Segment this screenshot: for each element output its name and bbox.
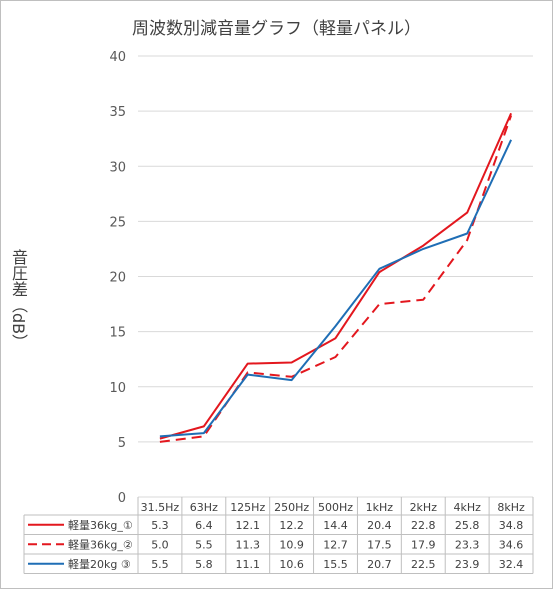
series-line [159, 112, 513, 440]
y-tick-label: 0 [118, 491, 126, 506]
y-tick-label: 20 [109, 271, 126, 286]
legend-label: 軽量20kg ③ [68, 558, 131, 571]
legend-label: 軽量36kg_① [68, 519, 133, 532]
data-table-cell: 34.6 [499, 538, 524, 551]
data-table-cell: 17.5 [367, 538, 392, 551]
data-table-cell: 14.4 [323, 519, 348, 532]
data-table-cell: 25.8 [455, 519, 480, 532]
y-tick-label: 10 [109, 381, 126, 396]
x-tick-label: 1kHz [366, 501, 394, 514]
series-line [159, 139, 513, 438]
data-table-cell: 5.0 [151, 538, 169, 551]
data-table-cell: 12.2 [279, 519, 304, 532]
series-line [159, 115, 513, 443]
x-tick-label: 250Hz [274, 501, 309, 514]
x-tick-label: 2kHz [410, 501, 438, 514]
y-tick-labels: 0 5 10 15 20 25 30 35 40 [109, 50, 126, 506]
data-table: 31.5Hz 63Hz 125Hz 250Hz 500Hz 1kHz 2kHz 4kHz 8kH… [23, 497, 534, 574]
x-tick-label: 4kHz [453, 501, 481, 514]
data-table-cell: 15.5 [323, 558, 348, 571]
x-tick-label: 8kHz [497, 501, 525, 514]
y-tick-label: 5 [118, 436, 126, 451]
gridlines [138, 55, 533, 498]
y-axis-label: 音圧差（dB） [9, 249, 28, 351]
data-table-cell: 34.8 [499, 519, 524, 532]
data-table-cell: 11.3 [235, 538, 260, 551]
data-table-cell: 23.3 [455, 538, 480, 551]
chart-title: 周波数別減音量グラフ（軽量パネル） [132, 19, 421, 39]
data-table-cell: 22.8 [411, 519, 436, 532]
data-table-cell: 5.3 [151, 519, 169, 532]
data-table-cell: 20.7 [367, 558, 392, 571]
data-table-cell: 5.8 [195, 558, 213, 571]
x-tick-label: 500Hz [318, 501, 353, 514]
data-table-cell: 11.1 [235, 558, 260, 571]
data-table-cell: 32.4 [499, 558, 524, 571]
y-tick-label: 35 [109, 105, 126, 120]
y-tick-label: 15 [109, 326, 126, 341]
data-table-cell: 5.5 [151, 558, 169, 571]
data-table-cell: 23.9 [455, 558, 480, 571]
data-table-cell: 10.6 [279, 558, 304, 571]
data-table-cell: 10.9 [279, 538, 304, 551]
data-table-cell: 22.5 [411, 558, 436, 571]
data-table-cell: 5.5 [195, 538, 213, 551]
y-tick-label: 30 [109, 160, 126, 175]
data-table-cell: 12.7 [323, 538, 348, 551]
data-table-cell: 6.4 [195, 519, 213, 532]
series-lines [159, 112, 513, 443]
y-tick-label: 25 [109, 215, 126, 230]
legend-label: 軽量36kg_② [68, 538, 133, 551]
y-tick-label: 40 [109, 50, 126, 65]
x-tick-label: 31.5Hz [141, 501, 180, 514]
data-table-cell: 17.9 [411, 538, 436, 551]
data-table-cell: 12.1 [235, 519, 260, 532]
data-table-cell: 20.4 [367, 519, 392, 532]
x-tick-label: 125Hz [230, 501, 265, 514]
x-tick-label: 63Hz [190, 501, 218, 514]
